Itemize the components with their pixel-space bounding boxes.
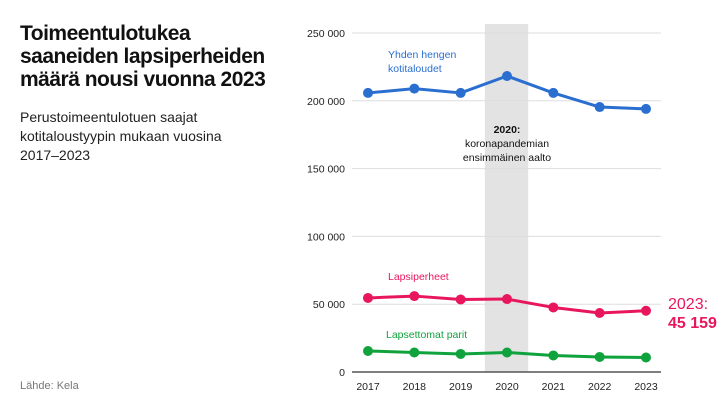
data-point [641,103,651,114]
data-point [502,70,512,81]
data-point [409,347,420,358]
data-point [641,352,651,363]
highlight-label: ensimmäinen aalto [463,152,551,164]
x-tick-label: 2020 [495,381,519,393]
data-point [502,347,512,358]
data-point [548,87,559,98]
data-point [363,87,373,98]
data-point [594,102,605,113]
highlight-label: 2020: [494,124,521,136]
data-point [455,348,466,359]
source-note: Lähde: Kela [20,380,79,392]
y-tick-label: 200 000 [307,96,345,108]
x-tick-label: 2023 [634,381,658,393]
y-tick-label: 150 000 [307,164,345,176]
data-point [409,83,420,94]
chart-subtitle: Perustoimeentulotuen saajat kotitalousty… [20,109,222,163]
end-label-year: 2023: [668,296,708,313]
end-label-value: 45 159 [668,315,717,332]
x-tick-label: 2018 [403,381,427,393]
x-tick-label: 2017 [356,381,380,393]
data-point [594,351,605,362]
series-label: kotitaloudet [388,63,442,75]
y-tick-label: 50 000 [313,299,345,311]
y-tick-label: 250 000 [307,28,345,40]
x-tick-label: 2021 [542,381,566,393]
y-tick-label: 0 [339,367,345,379]
data-point [409,291,420,302]
y-tick-label: 100 000 [307,231,345,243]
series-label: Lapsiperheet [388,271,449,283]
data-point [594,308,605,319]
data-point [548,350,559,361]
highlight-label: koronapandemian [465,138,549,150]
x-tick-label: 2022 [588,381,612,393]
x-tick-label: 2019 [449,381,473,393]
chart-title: Toimeentulotukea saaneiden lapsiperheide… [20,22,266,91]
data-point [548,302,559,313]
data-point [641,305,651,316]
data-point [455,294,466,305]
data-point [363,292,373,303]
data-point [455,87,466,98]
data-point [363,345,373,356]
series-label: Yhden hengen [388,49,456,61]
series-label: Lapsettomat parit [386,329,467,341]
data-point [502,294,512,305]
